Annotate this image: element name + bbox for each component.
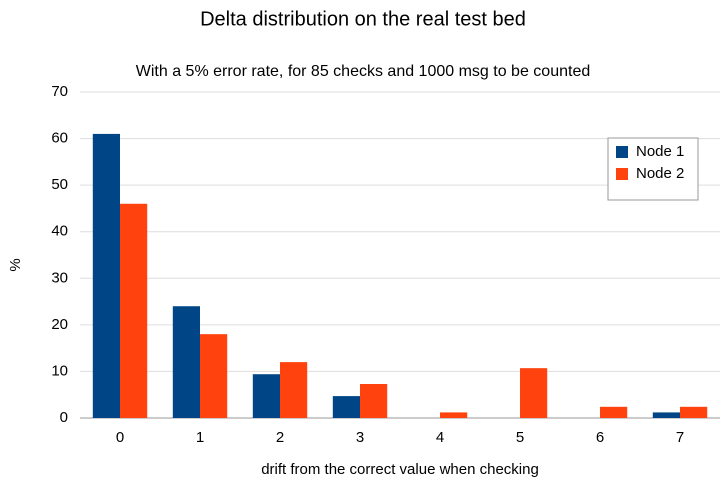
x-tick-label: 3 [356,429,364,446]
legend-label: Node 1 [636,143,684,160]
bar [172,306,200,418]
x-tick-label: 6 [596,429,604,446]
x-tick-label: 7 [676,429,684,446]
legend-swatch [616,168,628,180]
y-tick-label: 50 [51,176,68,193]
x-tick-label: 5 [516,429,524,446]
bar [252,374,280,418]
bar [520,368,548,418]
y-tick-label: 70 [51,83,68,100]
bar [332,396,360,418]
x-tick-label: 1 [196,429,204,446]
x-tick-label: 2 [276,429,284,446]
y-axis-label: % [7,258,24,271]
bar [92,133,120,418]
y-tick-label: 30 [51,269,68,286]
bar [440,412,468,418]
bar [652,412,680,418]
bar [600,406,628,418]
y-tick-label: 40 [51,223,68,240]
y-tick-label: 60 [51,130,68,147]
bar [360,384,388,418]
x-tick-label: 0 [116,429,124,446]
x-axis-label: drift from the correct value when checki… [261,461,539,478]
bar [680,406,708,418]
y-tick-label: 10 [51,362,68,379]
y-tick-label: 20 [51,316,68,333]
bar [120,203,148,418]
bar [280,362,308,418]
y-tick-label: 0 [60,409,68,426]
chart-subtitle: With a 5% error rate, for 85 checks and … [136,63,590,80]
x-tick-label: 4 [436,429,444,446]
legend-label: Node 2 [636,165,684,182]
chart-title: Delta distribution on the real test bed [200,8,526,30]
bar [200,334,228,418]
legend-swatch [616,146,628,158]
